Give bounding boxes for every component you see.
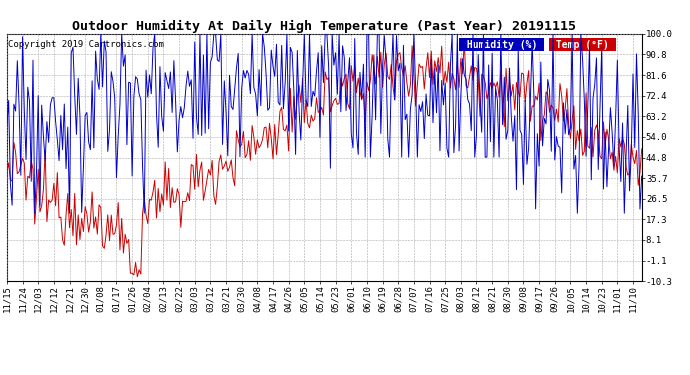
Title: Outdoor Humidity At Daily High Temperature (Past Year) 20191115: Outdoor Humidity At Daily High Temperatu… xyxy=(72,20,576,33)
Text: Temp (°F): Temp (°F) xyxy=(551,40,615,50)
Text: Copyright 2019 Cartronics.com: Copyright 2019 Cartronics.com xyxy=(8,40,164,49)
Text: Humidity (%): Humidity (%) xyxy=(461,40,543,50)
